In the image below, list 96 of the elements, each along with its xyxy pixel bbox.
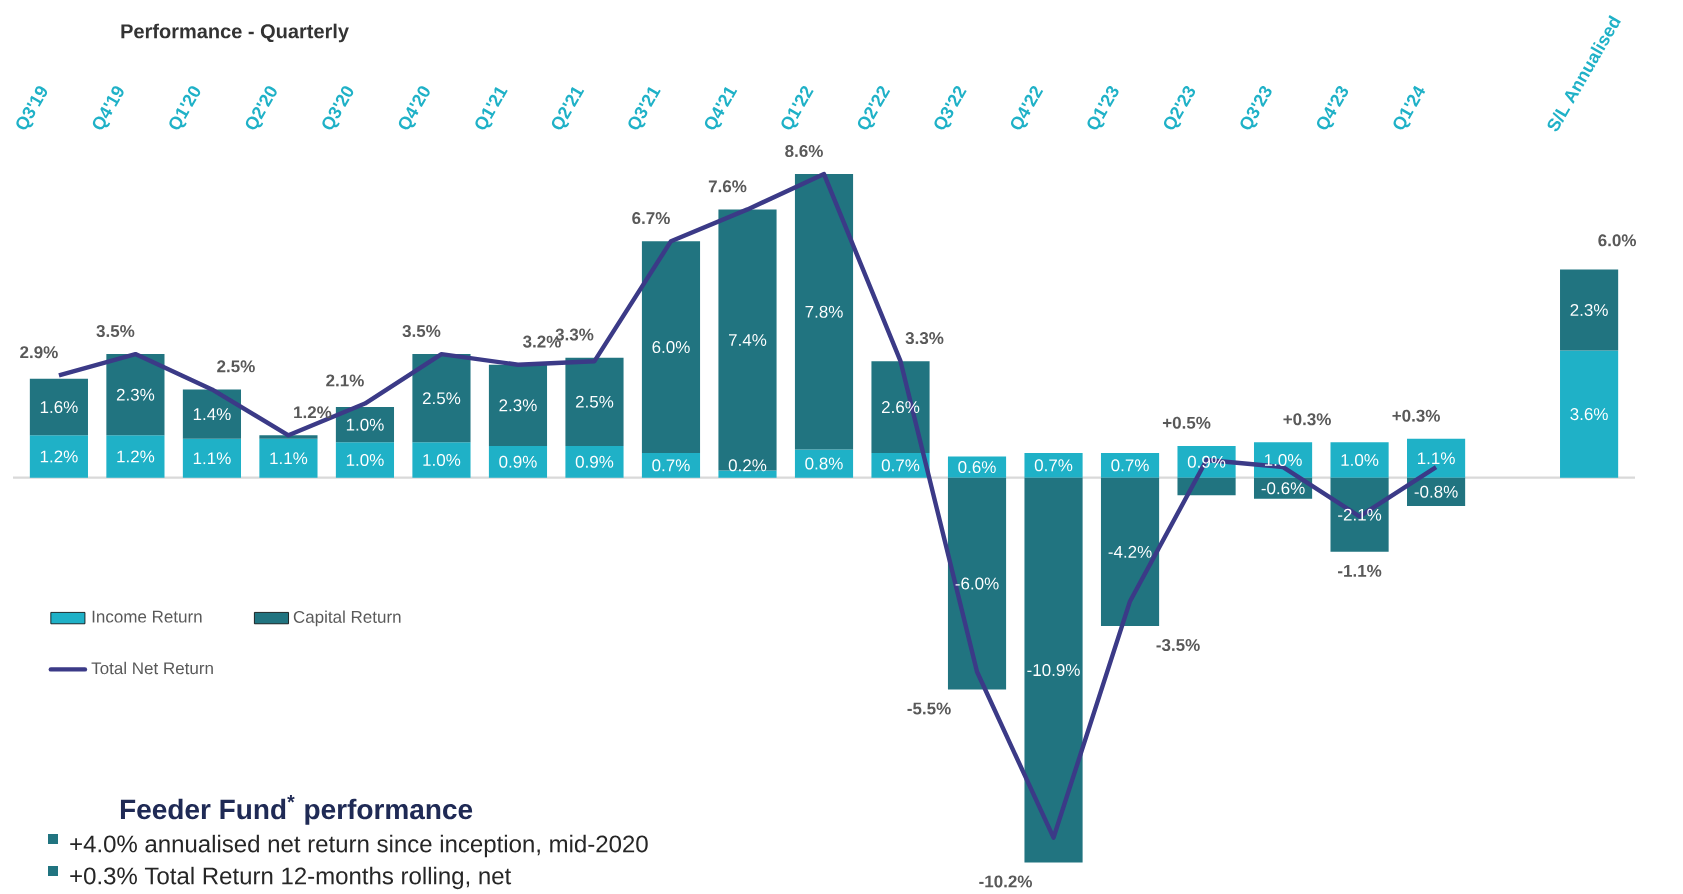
bar — [1560, 350, 1619, 478]
data-label: 1.2% — [294, 406, 332, 419]
bar — [1100, 452, 1160, 478]
bar — [1100, 477, 1160, 626]
data-label: -3.5% — [1156, 638, 1200, 652]
bar — [29, 378, 88, 436]
bar — [488, 445, 548, 478]
data-label: 7.4% — [729, 334, 767, 346]
data-label: 3.3% — [905, 332, 944, 345]
data-label: 1.6% — [40, 401, 78, 414]
data-label: 1.2% — [40, 450, 78, 463]
bar — [1330, 442, 1389, 478]
bar — [488, 364, 548, 446]
data-label: 3.5% — [96, 325, 135, 338]
bar — [641, 241, 701, 453]
data-label: 0.7% — [1111, 459, 1149, 472]
data-label: -4.2% — [1108, 545, 1152, 558]
data-label: 1.0% — [1341, 454, 1379, 467]
bar — [1024, 452, 1083, 478]
text: Performance - Quarterly — [121, 23, 349, 43]
bar — [335, 442, 395, 478]
data-label: -0.8% — [1414, 485, 1458, 498]
data-label: 0.2% — [728, 459, 767, 472]
bar — [29, 435, 88, 478]
bar — [412, 354, 471, 443]
bar — [106, 354, 165, 436]
data-label: 6.0% — [652, 341, 690, 354]
bar — [641, 452, 701, 478]
data-label: -5.5% — [907, 702, 951, 715]
data-label: 2.9% — [20, 346, 58, 359]
bar — [412, 442, 471, 478]
legend-label: Capital Return — [293, 610, 401, 627]
bar — [182, 438, 242, 478]
data-label: 0.9% — [575, 455, 614, 468]
data-label: 6.7% — [632, 212, 670, 225]
data-label: 1.0% — [1264, 454, 1302, 467]
data-label: 7.6% — [708, 180, 747, 193]
data-label: -2.1% — [1338, 508, 1382, 521]
data-label: 3.6% — [1570, 408, 1608, 421]
data-label: 0.6% — [958, 461, 996, 474]
bar — [794, 174, 854, 450]
data-label: 0.7% — [1034, 459, 1073, 472]
bar — [1024, 477, 1083, 863]
data-label: 8.6% — [785, 145, 823, 158]
bar — [947, 477, 1007, 690]
bar — [794, 449, 854, 478]
data-label: 2.3% — [499, 399, 537, 412]
annotation: +4.0% annualised net return since inception, mid-2020 — [70, 834, 648, 858]
data-label: -10.2% — [979, 875, 1033, 888]
bar — [259, 438, 318, 478]
data-label: 0.7% — [881, 459, 920, 472]
bar — [947, 456, 1007, 478]
data-label: 2.5% — [217, 360, 255, 373]
annotation: Feeder Fund$^{*}$ performance — [120, 795, 473, 825]
bar — [1407, 438, 1466, 478]
bar — [106, 435, 165, 478]
data-label: 0.7% — [652, 459, 690, 472]
data-label: 1.1% — [1417, 452, 1455, 465]
legend-label: Total Net Return — [91, 661, 213, 675]
data-label: -6.0% — [955, 577, 999, 590]
data-label: 2.3% — [1570, 304, 1608, 317]
bar — [259, 435, 318, 439]
bar — [1330, 477, 1389, 552]
data-label: 2.1% — [326, 374, 364, 387]
data-label: 1.0% — [346, 418, 384, 431]
data-label: 0.9% — [1187, 455, 1226, 468]
legend-label: Income Return — [92, 610, 202, 623]
total-label: 6.0% — [1598, 234, 1637, 247]
data-label: -10.9% — [1027, 664, 1080, 677]
data-label: 1.2% — [117, 450, 155, 463]
bar — [565, 357, 624, 446]
bar — [718, 209, 777, 471]
data-label: 2.6% — [881, 401, 920, 414]
bar — [182, 389, 242, 439]
data-label: -1.1% — [1338, 564, 1382, 577]
data-label: 1.1% — [193, 452, 231, 465]
data-label: 1.0% — [346, 454, 384, 467]
bar — [718, 470, 777, 478]
data-label: -0.6% — [1261, 482, 1305, 495]
bar — [871, 361, 930, 453]
bar — [1560, 269, 1619, 351]
data-label: 1.4% — [193, 408, 231, 421]
data-label: +0.3% — [1392, 409, 1440, 422]
data-label: 7.8% — [805, 305, 843, 318]
bar — [565, 445, 624, 478]
data-label: +0.3% — [1283, 413, 1331, 426]
data-label: 1.0% — [423, 454, 461, 467]
data-label: 2.3% — [116, 388, 155, 401]
data-label: 1.1% — [270, 452, 308, 465]
data-label: 2.5% — [575, 395, 614, 408]
data-label: +0.5% — [1162, 416, 1211, 429]
data-label: 0.9% — [499, 455, 537, 468]
data-label: 2.5% — [422, 392, 461, 405]
annotation: +0.3% Total Return 12-months rolling, net — [70, 866, 512, 890]
data-label: 0.8% — [805, 457, 843, 470]
data-label: 3.5% — [402, 325, 441, 338]
